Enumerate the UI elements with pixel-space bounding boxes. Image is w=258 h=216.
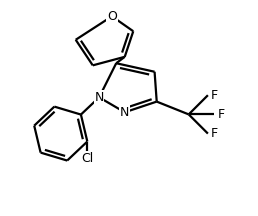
Text: N: N (94, 91, 104, 104)
Text: Cl: Cl (81, 152, 93, 165)
Text: F: F (211, 89, 218, 102)
Text: O: O (107, 10, 117, 23)
Text: N: N (120, 106, 130, 119)
Text: F: F (217, 108, 225, 121)
Text: F: F (211, 127, 218, 140)
